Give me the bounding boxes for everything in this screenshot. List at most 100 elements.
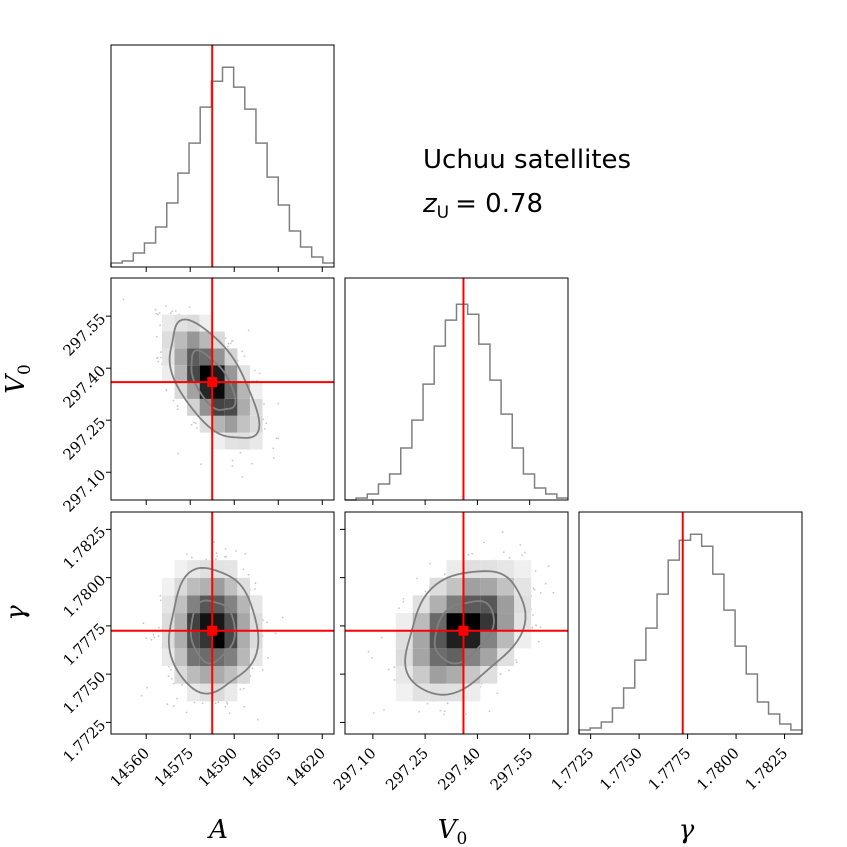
sample-point (215, 558, 217, 561)
sample-point (537, 640, 540, 643)
sample-point (172, 399, 175, 402)
density-cell-A-V0 (199, 331, 213, 349)
density-cell-V0-gamma (412, 683, 430, 702)
density-cell-A-gamma (199, 577, 213, 596)
sample-point (418, 710, 421, 713)
truth-marker-A-gamma (207, 625, 218, 636)
density-cell-A-V0 (187, 331, 200, 349)
density-cell-A-V0 (237, 382, 250, 399)
sample-point (257, 718, 259, 721)
density-cell-V0-gamma (463, 648, 481, 667)
density-cell-A-gamma (199, 683, 213, 702)
density-cell-V0-gamma (446, 595, 464, 614)
density-cell-A-gamma (237, 577, 250, 596)
sample-point (446, 702, 449, 705)
sample-point (239, 451, 242, 454)
sample-point (471, 552, 473, 555)
density-cell-A-gamma (161, 595, 175, 614)
sample-point (181, 684, 183, 686)
sample-point (244, 552, 247, 555)
panel-frame-1-0 (110, 277, 335, 501)
sample-point (416, 577, 418, 580)
y-tick-label-V0: 297.10 (60, 466, 110, 516)
density-cell-A-V0 (249, 382, 263, 399)
sample-point (424, 590, 427, 593)
sample-point (387, 668, 390, 671)
x-tick-label-gamma: 1.7725 (548, 744, 598, 794)
sample-point (167, 675, 170, 678)
density-cell-A-gamma (174, 630, 188, 649)
density-cell-A-gamma (237, 595, 250, 614)
density-cell-V0-gamma (429, 630, 447, 649)
density-cell-V0-gamma (497, 630, 515, 649)
x-axis-label-V0: V0 (438, 815, 468, 847)
sample-point (150, 638, 153, 641)
sample-point (231, 465, 234, 467)
sample-point (185, 711, 188, 714)
text-layer: Uchuu satellites zU = 0.78 14560145751459… (1, 145, 791, 847)
annotation-z: z (422, 189, 438, 219)
sample-point (176, 697, 179, 700)
sample-point (532, 614, 534, 616)
density-cell-A-V0 (224, 415, 238, 433)
sample-point (140, 694, 143, 697)
density-cell-A-gamma (199, 666, 213, 684)
sample-point (224, 705, 227, 708)
panel-frame-2-2 (578, 511, 803, 735)
sample-point (367, 650, 370, 653)
density-cell-A-V0 (237, 432, 250, 450)
sample-point (193, 421, 196, 424)
density-cell-A-V0 (174, 314, 188, 332)
density-cell-V0-gamma (480, 648, 498, 667)
sample-point (429, 562, 431, 565)
sample-point (539, 592, 542, 594)
density-cell-V0-gamma (412, 613, 430, 631)
sample-point (217, 701, 220, 704)
sample-point (241, 350, 244, 353)
x-tick-label-gamma: 1.7750 (596, 744, 646, 794)
sample-point (524, 551, 526, 554)
sample-point (146, 686, 149, 689)
density-cell-A-gamma (199, 595, 213, 614)
density-cell-A-gamma (187, 648, 200, 667)
sample-point (193, 701, 196, 704)
density-cell-V0-gamma (514, 630, 532, 649)
density-cell-A-V0 (237, 415, 250, 433)
sample-point (231, 459, 234, 462)
sample-point (266, 621, 269, 624)
x-tick-label-V0: 297.25 (382, 744, 432, 794)
sample-point (215, 552, 218, 554)
sample-point (499, 673, 502, 675)
density-cell-V0-gamma (446, 666, 464, 684)
sample-point (443, 713, 445, 716)
density-cell-V0-gamma (497, 560, 515, 578)
sample-point (393, 666, 396, 669)
sample-point (155, 335, 158, 338)
sample-point (155, 312, 158, 315)
sample-point (196, 427, 198, 429)
sample-point (188, 306, 191, 308)
sample-point (398, 607, 401, 609)
sample-point (158, 626, 160, 629)
sample-point (251, 667, 254, 670)
density-cell-V0-gamma (429, 648, 447, 667)
density-cell-A-gamma (161, 648, 175, 667)
density-cell-A-gamma (212, 560, 225, 578)
contour-2sigma-V0-gamma (404, 570, 527, 696)
sample-point (372, 712, 375, 714)
sample-point (168, 665, 170, 668)
sample-point (275, 437, 278, 439)
density-cell-A-gamma (161, 613, 175, 631)
sample-point (483, 541, 485, 544)
density-cell-V0-gamma (412, 666, 430, 684)
density-cell-A-V0 (237, 398, 250, 416)
histogram-V0 (345, 303, 568, 501)
panel-frame-2-0 (110, 511, 335, 735)
density-cell-A-gamma (174, 595, 188, 614)
density-cell-V0-gamma (395, 648, 413, 667)
density-cell-A-gamma (187, 577, 200, 596)
density-cell-V0-gamma (429, 613, 447, 631)
density-cell-A-gamma (224, 595, 238, 614)
sample-point (267, 656, 269, 659)
